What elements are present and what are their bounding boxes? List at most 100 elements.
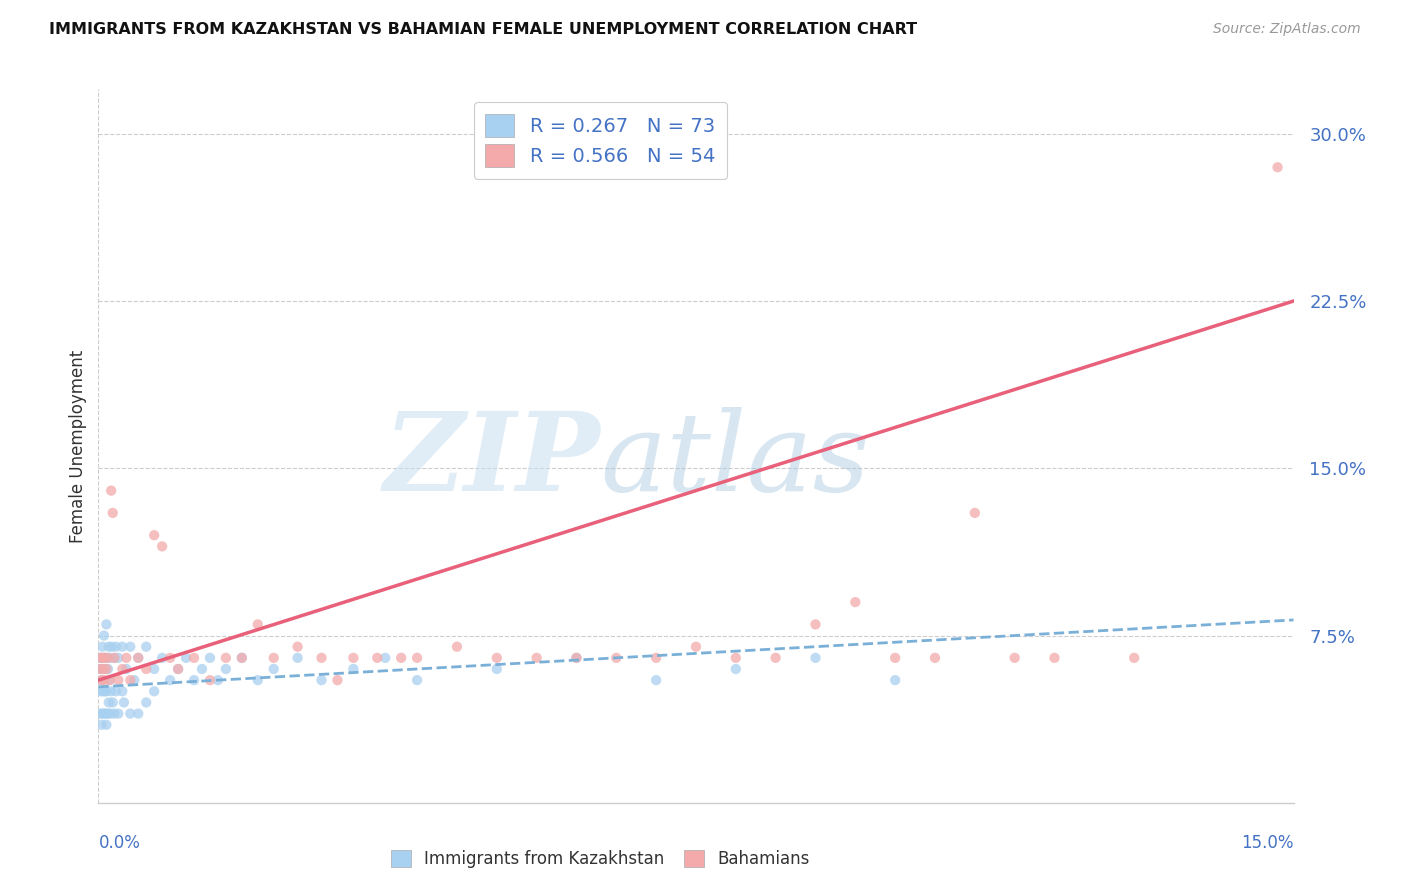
Text: 0.0%: 0.0% (98, 834, 141, 852)
Point (124, 673, 146, 687)
Point (96, 662, 118, 676)
Point (115, 651, 138, 665)
Point (111, 640, 134, 654)
Point (101, 506, 124, 520)
Point (107, 651, 129, 665)
Point (311, 651, 333, 665)
Point (198, 673, 221, 687)
Point (263, 662, 285, 676)
Text: 15.0%: 15.0% (1241, 834, 1294, 852)
Text: Source: ZipAtlas.com: Source: ZipAtlas.com (1213, 22, 1361, 37)
Point (107, 706, 129, 721)
Point (143, 662, 166, 676)
Point (389, 651, 412, 665)
Point (103, 651, 125, 665)
Point (311, 673, 333, 687)
Point (100, 684, 122, 698)
Point (374, 651, 396, 665)
Point (103, 651, 125, 665)
Point (98, 706, 122, 721)
Point (96, 617, 118, 632)
Point (645, 673, 668, 687)
Point (94, 662, 117, 676)
Point (120, 706, 142, 721)
Point (107, 673, 129, 687)
Point (685, 640, 707, 654)
Point (93, 628, 115, 642)
Point (120, 673, 142, 687)
Point (844, 595, 866, 609)
Point (97, 651, 120, 665)
Point (231, 651, 253, 665)
Point (120, 640, 142, 654)
Point (645, 651, 668, 665)
Point (103, 706, 125, 721)
Point (406, 673, 429, 687)
Point (884, 673, 907, 687)
Point (143, 528, 166, 542)
Point (90, 662, 112, 676)
Text: IMMIGRANTS FROM KAZAKHSTAN VS BAHAMIAN FEMALE UNEMPLOYMENT CORRELATION CHART: IMMIGRANTS FROM KAZAKHSTAN VS BAHAMIAN F… (49, 22, 917, 37)
Point (215, 651, 238, 665)
Point (159, 673, 181, 687)
Point (485, 662, 508, 676)
Point (605, 651, 627, 665)
Point (287, 651, 309, 665)
Point (97, 696, 120, 710)
Point (91, 640, 114, 654)
Point (127, 651, 149, 665)
Point (89, 706, 111, 721)
Point (150, 539, 173, 553)
Point (263, 651, 285, 665)
Point (89, 662, 111, 676)
Point (167, 662, 190, 676)
Point (159, 651, 181, 665)
Point (287, 640, 309, 654)
Point (111, 662, 134, 676)
Point (97, 706, 120, 721)
Point (342, 651, 364, 665)
Point (127, 706, 149, 721)
Point (96, 651, 118, 665)
Point (90, 684, 112, 698)
Point (1004, 651, 1026, 665)
Point (94, 651, 117, 665)
Point (1043, 651, 1066, 665)
Point (135, 640, 157, 654)
Point (91, 684, 114, 698)
Point (246, 617, 269, 632)
Point (111, 684, 134, 698)
Point (91, 706, 114, 721)
Point (231, 651, 253, 665)
Point (91, 662, 114, 676)
Point (91, 651, 114, 665)
Point (94, 651, 117, 665)
Point (198, 651, 221, 665)
Text: ZIP: ZIP (384, 407, 600, 514)
Point (104, 684, 127, 698)
Point (90, 673, 112, 687)
Point (215, 662, 238, 676)
Point (91, 662, 114, 676)
Point (94, 684, 117, 698)
Point (326, 673, 349, 687)
Point (127, 651, 149, 665)
Point (924, 651, 946, 665)
Y-axis label: Female Unemployment: Female Unemployment (69, 350, 87, 542)
Point (485, 651, 508, 665)
Point (167, 662, 190, 676)
Point (90, 673, 112, 687)
Point (963, 506, 986, 520)
Point (94, 706, 117, 721)
Point (207, 673, 229, 687)
Point (97, 640, 120, 654)
Point (765, 651, 787, 665)
Point (98, 673, 121, 687)
Point (89, 651, 111, 665)
Point (112, 696, 135, 710)
Point (366, 651, 388, 665)
Point (406, 651, 429, 665)
Point (93, 706, 115, 721)
Point (96, 684, 118, 698)
Point (804, 651, 827, 665)
